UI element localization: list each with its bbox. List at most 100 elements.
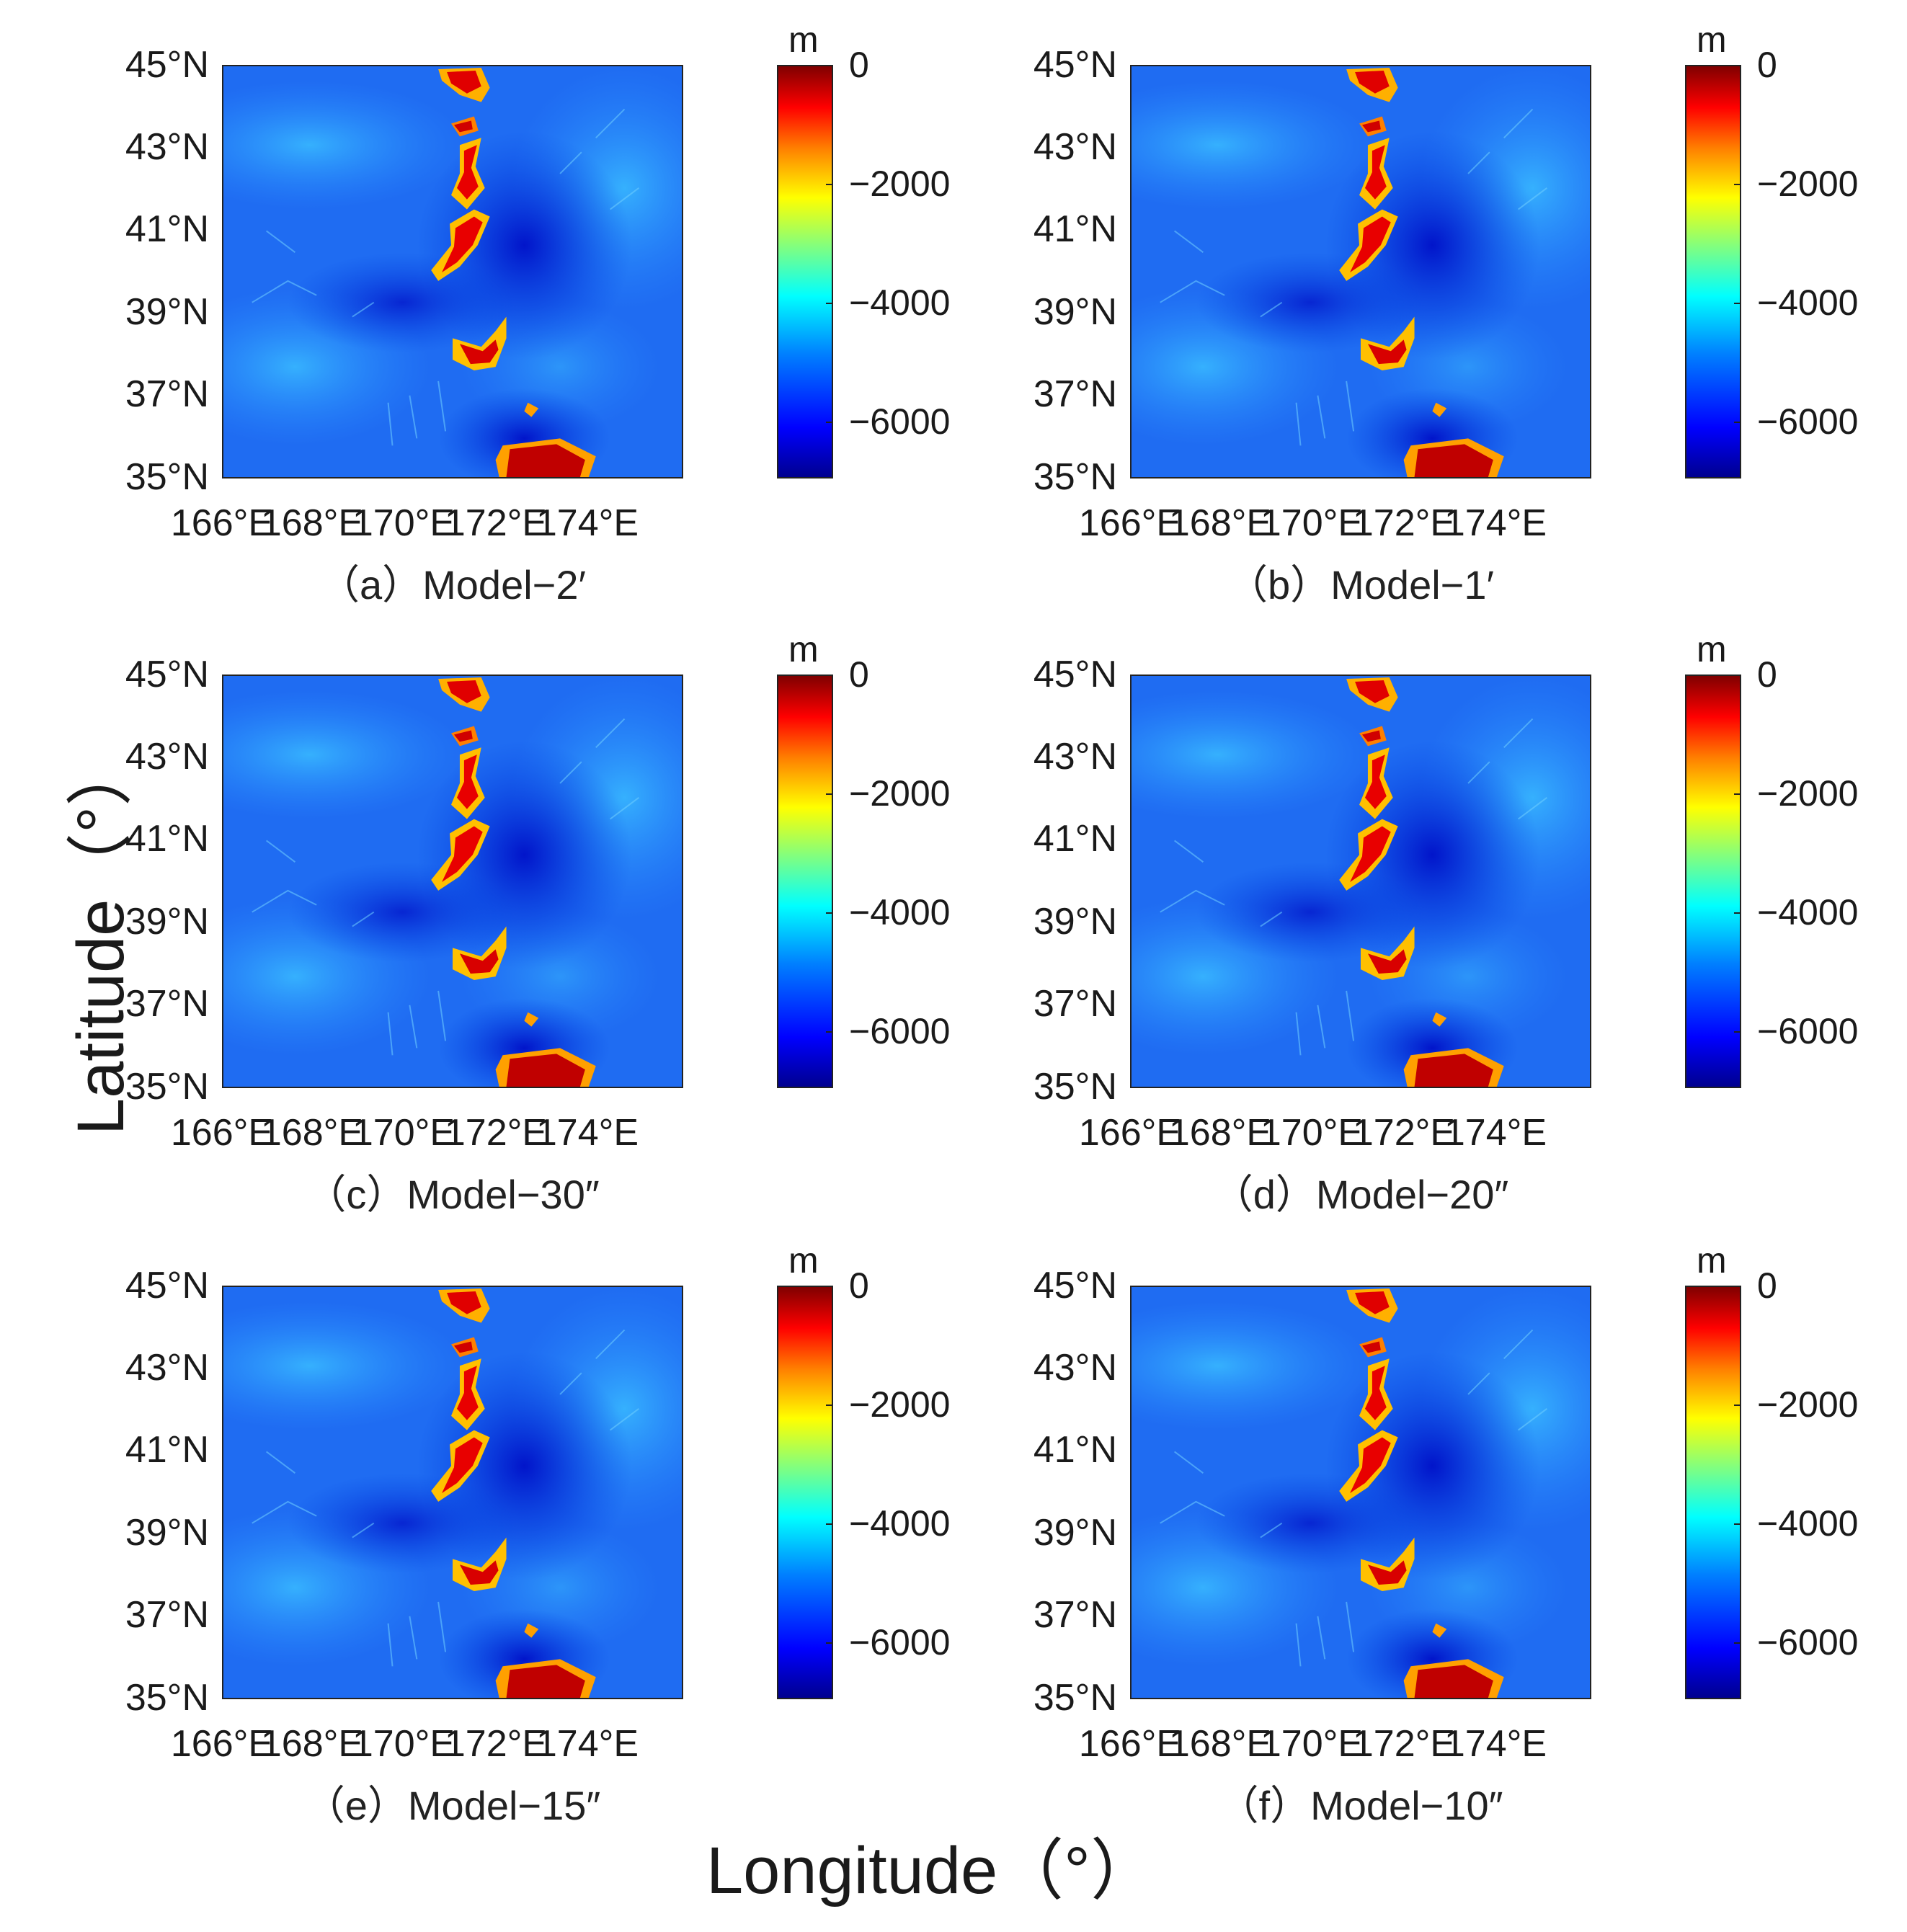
- lon-tick-label: 172°E: [444, 1723, 548, 1765]
- lat-tick-label: 35°N: [1033, 1066, 1117, 1108]
- lat-tick-label: 35°N: [125, 456, 209, 498]
- colorbar-tick-label: 0: [849, 1265, 869, 1306]
- panel-caption: （f）Model−10″: [1218, 1783, 1503, 1828]
- lon-tick-label: 166°E: [1078, 1112, 1182, 1154]
- lat-tick-label: 43°N: [125, 736, 209, 778]
- colorbar-unit: m: [1697, 19, 1727, 60]
- colorbar: [1685, 65, 1741, 478]
- lat-tick-label: 39°N: [125, 1512, 209, 1554]
- lon-tick-label: 172°E: [1352, 1723, 1456, 1765]
- lat-tick-label: 41°N: [1033, 208, 1117, 250]
- lon-tick-label: 174°E: [535, 502, 639, 544]
- lat-tick-label: 43°N: [125, 126, 209, 168]
- lon-tick-label: 170°E: [352, 502, 455, 544]
- colorbar-unit: m: [788, 629, 819, 669]
- colorbar-tick-label: −4000: [1757, 1503, 1859, 1544]
- lon-tick-label: 170°E: [1260, 1112, 1364, 1154]
- colorbar-tick-label: −2000: [849, 1384, 951, 1425]
- colorbar-tick-mark: [1734, 1523, 1741, 1525]
- lat-tick-label: 45°N: [1033, 654, 1117, 695]
- colorbar-tick-mark: [826, 1642, 833, 1644]
- lat-tick-label: 41°N: [1033, 818, 1117, 860]
- colorbar-unit: m: [1697, 629, 1727, 669]
- colorbar-tick-label: 0: [849, 654, 869, 695]
- colorbar-tick-mark: [1734, 1405, 1741, 1406]
- lon-tick-label: 172°E: [1352, 502, 1456, 544]
- lat-tick-label: 39°N: [1033, 291, 1117, 333]
- colorbar-tick-label: −6000: [849, 1622, 951, 1662]
- lon-tick-label: 168°E: [260, 1723, 364, 1765]
- lat-tick-label: 39°N: [1033, 1512, 1117, 1554]
- colorbar-tick-mark: [1734, 1286, 1741, 1287]
- x-axis-title: Longitude（°）: [706, 1834, 1157, 1907]
- colorbar-tick-mark: [1734, 1642, 1741, 1644]
- lat-tick-label: 45°N: [1033, 1265, 1117, 1306]
- colorbar-tick-label: −6000: [849, 1011, 951, 1051]
- panel-caption: （e）Model−15″: [304, 1783, 601, 1828]
- lon-tick-label: 166°E: [1078, 502, 1182, 544]
- colorbar: [777, 675, 833, 1088]
- lat-tick-label: 37°N: [125, 983, 209, 1025]
- colorbar: [1685, 1286, 1741, 1699]
- colorbar-tick-mark: [1734, 184, 1741, 185]
- lon-tick-label: 172°E: [444, 502, 548, 544]
- panel-c: 45°N 43°N 41°N 39°N 37°N 35°N 166°E 168°E 170°E 1…: [0, 610, 951, 1215]
- lat-tick-label: 35°N: [125, 1677, 209, 1719]
- colorbar-unit: m: [788, 1240, 819, 1281]
- colorbar-tick-label: −4000: [1757, 282, 1859, 323]
- bathymetry-map: [222, 65, 683, 478]
- lon-tick-label: 166°E: [170, 502, 274, 544]
- bathymetry-map: [222, 675, 683, 1088]
- bathymetry-image: [1132, 676, 1590, 1087]
- colorbar-tick-mark: [826, 1523, 833, 1525]
- colorbar-tick-mark: [826, 1286, 833, 1287]
- colorbar-tick-label: −6000: [1757, 1622, 1859, 1662]
- colorbar-tick-label: −2000: [1757, 1384, 1859, 1425]
- colorbar-tick-mark: [826, 303, 833, 304]
- lat-tick-label: 37°N: [125, 373, 209, 415]
- lon-tick-label: 174°E: [1444, 1112, 1547, 1154]
- lat-tick-label: 41°N: [125, 208, 209, 250]
- panel-d: 45°N 43°N 41°N 39°N 37°N 35°N 166°E 168°E 170°E 1…: [908, 610, 1859, 1215]
- lon-tick-label: 172°E: [1352, 1112, 1456, 1154]
- colorbar-tick-label: −2000: [1757, 164, 1859, 204]
- colorbar-tick-mark: [1734, 303, 1741, 304]
- colorbar: [777, 65, 833, 478]
- lat-tick-label: 39°N: [125, 291, 209, 333]
- bathymetry-image: [223, 676, 682, 1087]
- lat-tick-label: 35°N: [1033, 456, 1117, 498]
- lon-tick-label: 166°E: [170, 1723, 274, 1765]
- colorbar: [777, 1286, 833, 1699]
- colorbar-tick-label: −6000: [1757, 1011, 1859, 1051]
- bathymetry-map: [222, 1286, 683, 1699]
- lon-tick-label: 174°E: [1444, 1723, 1547, 1765]
- colorbar-tick-label: 0: [1757, 654, 1777, 695]
- lon-tick-label: 168°E: [260, 1112, 364, 1154]
- lat-tick-label: 41°N: [1033, 1429, 1117, 1471]
- lon-tick-label: 172°E: [444, 1112, 548, 1154]
- lat-tick-label: 41°N: [125, 818, 209, 860]
- colorbar-tick-mark: [826, 912, 833, 914]
- colorbar-tick-mark: [826, 184, 833, 185]
- panel-caption: （a）Model−2′: [319, 562, 587, 607]
- colorbar-tick-label: −6000: [1757, 401, 1859, 442]
- y-axis-title: Latitude（°）: [64, 739, 138, 1136]
- bathymetry-image: [1132, 1287, 1590, 1698]
- lat-tick-label: 43°N: [125, 1347, 209, 1389]
- bathymetry-image: [223, 66, 682, 477]
- bathymetry-image: [1132, 66, 1590, 477]
- bathymetry-map: [1130, 1286, 1591, 1699]
- lon-tick-label: 168°E: [1168, 1112, 1272, 1154]
- lat-tick-label: 45°N: [125, 654, 209, 695]
- lon-tick-label: 166°E: [1078, 1723, 1182, 1765]
- panel-caption: （b）Model−1′: [1227, 562, 1495, 607]
- colorbar-tick-label: −2000: [849, 164, 951, 204]
- lat-tick-label: 41°N: [125, 1429, 209, 1471]
- colorbar-tick-mark: [826, 1031, 833, 1033]
- colorbar-tick-mark: [1734, 675, 1741, 676]
- lat-tick-label: 43°N: [1033, 736, 1117, 778]
- colorbar-tick-label: −4000: [1757, 892, 1859, 932]
- lat-tick-label: 39°N: [125, 901, 209, 943]
- lon-tick-label: 170°E: [1260, 1723, 1364, 1765]
- colorbar-tick-label: −4000: [849, 892, 951, 932]
